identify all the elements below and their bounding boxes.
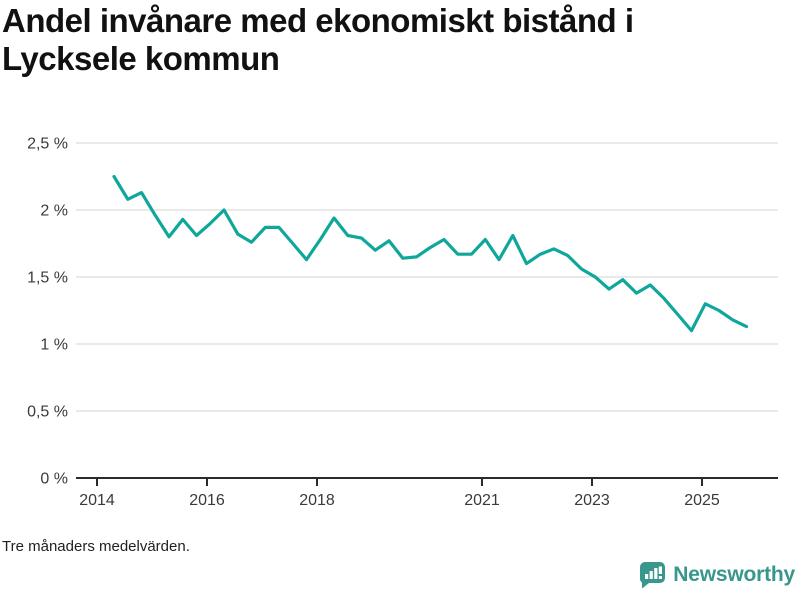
y-tick-label: 2 % [40,203,68,220]
chart-title-line-2: Lycksele kommun [2,40,280,77]
y-tick-label: 2,5 % [27,136,68,153]
y-tick-label: 1 % [40,337,68,354]
x-tick-label: 2025 [684,492,720,509]
x-tick-label: 2018 [299,492,335,509]
y-tick-label: 0 % [40,471,68,488]
x-tick-label: 2023 [574,492,610,509]
x-tick-label: 2021 [464,492,500,509]
data-line-share-of-residents [112,174,749,333]
y-tick-label: 1,5 % [27,270,68,287]
chart-title: Andel invånare med ekonomiskt bistånd i … [2,2,792,78]
y-tick-label: 0,5 % [27,404,68,421]
chart-title-line-1: Andel invånare med ekonomiskt bistånd i [2,2,634,39]
newsworthy-logo[interactable]: Newsworthy [638,561,795,589]
x-tick-label: 2014 [79,492,115,509]
x-tick-label: 2016 [189,492,225,509]
newsworthy-logo-text: Newsworthy [673,563,795,586]
chart-footnote: Tre månaders medelvärden. [2,538,190,555]
newsworthy-speech-bubble-bar-chart-icon [640,562,666,589]
